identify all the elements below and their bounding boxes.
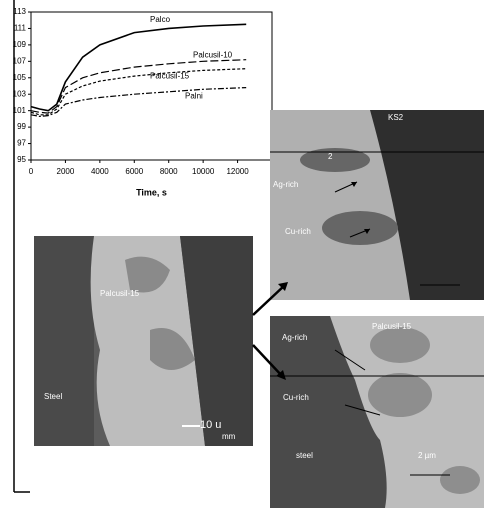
y-tick-label: 97 bbox=[17, 139, 26, 148]
x-tick-label: 10000 bbox=[192, 167, 215, 176]
y-tick-label: 105 bbox=[13, 73, 27, 82]
x-tick-label: 6000 bbox=[125, 167, 143, 176]
series-label: Palcusil-15 bbox=[150, 71, 190, 80]
y-tick-label: 111 bbox=[14, 24, 27, 33]
series-label: Palni bbox=[185, 91, 203, 100]
image-label: steel bbox=[296, 451, 313, 460]
image-label: Cu-rich bbox=[285, 227, 311, 236]
x-tick-label: 8000 bbox=[160, 167, 178, 176]
micrograph-left: Palcusil-15 Steel 10 u mm bbox=[34, 236, 253, 446]
x-tick-label: 2000 bbox=[57, 167, 75, 176]
x-axis-label: Time, s bbox=[136, 187, 167, 197]
micrograph-top-right: Ag-rich Cu-rich 2 KS2 bbox=[270, 110, 484, 300]
x-tick-label: 12000 bbox=[226, 167, 249, 176]
image-label: mm bbox=[222, 432, 236, 441]
image-label: KS2 bbox=[388, 113, 404, 122]
connector-arrows bbox=[252, 284, 286, 378]
x-tick-label: 4000 bbox=[91, 167, 109, 176]
y-tick-label: 107 bbox=[13, 56, 27, 65]
line-chart: 95 97 99 101 103 105 107 109 111 113 0 2000 4000 6000… bbox=[13, 7, 273, 197]
y-tick-label: 113 bbox=[13, 7, 26, 16]
y-tick-label: 101 bbox=[13, 106, 27, 115]
plot-area bbox=[30, 11, 273, 161]
series-line bbox=[30, 68, 247, 116]
image-label: Cu-rich bbox=[283, 393, 309, 402]
series-line bbox=[30, 23, 247, 112]
image-label: Palcusil-15 bbox=[372, 322, 412, 331]
micrograph-bottom-right: Palcusil-15 Ag-rich Cu-rich steel 2 µm bbox=[270, 316, 484, 508]
y-tick-label: 99 bbox=[17, 122, 26, 131]
image-label: 2 bbox=[328, 152, 333, 161]
series-line bbox=[30, 59, 247, 114]
y-tick-label: 95 bbox=[17, 155, 26, 164]
series-label: Palco bbox=[150, 15, 171, 24]
series-label: Palcusil-10 bbox=[193, 50, 233, 59]
x-tick-label: 0 bbox=[29, 167, 34, 176]
y-tick-label: 109 bbox=[13, 40, 27, 49]
image-label: 2 µm bbox=[418, 451, 436, 460]
image-label: Ag-rich bbox=[273, 180, 298, 189]
image-label: Steel bbox=[44, 392, 62, 401]
image-label: Palcusil-15 bbox=[100, 289, 140, 298]
image-label: 10 u bbox=[200, 419, 221, 431]
y-tick-label: 103 bbox=[13, 89, 27, 98]
image-label: Ag-rich bbox=[282, 333, 307, 342]
series-line bbox=[30, 87, 247, 118]
